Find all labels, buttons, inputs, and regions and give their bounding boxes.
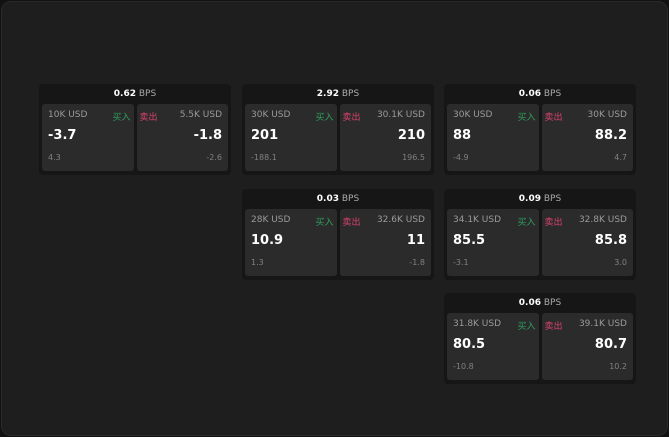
spread-header: 0.06 BPS	[444, 84, 636, 104]
buy-change: -4.9	[453, 153, 469, 162]
buy-qty: 31.8K USD	[453, 319, 502, 329]
sell-change: -2.6	[206, 153, 222, 162]
sell-change: -1.8	[409, 258, 425, 267]
buy-cell[interactable]: 28K USD 买入 10.9 1.3	[245, 209, 337, 276]
sell-label: 卖出	[342, 113, 361, 123]
sell-qty: 32.8K USD	[578, 215, 627, 225]
buy-label: 买入	[315, 218, 334, 228]
sell-cell[interactable]: 32.8K USD 卖出 85.8 3.0	[541, 209, 633, 276]
buy-cell[interactable]: 31.8K USD 买入 80.5 -10.8	[447, 313, 539, 380]
sell-label: 卖出	[544, 218, 563, 228]
buy-qty: 28K USD	[251, 215, 291, 225]
buy-change: -3.1	[453, 258, 469, 267]
sell-price: 88.2	[594, 128, 627, 143]
buy-label: 买入	[517, 322, 536, 332]
buy-price: 80.5	[453, 337, 486, 352]
spread-header: 2.92 BPS	[242, 84, 434, 104]
buy-price: 85.5	[453, 233, 486, 248]
sell-cell[interactable]: 30K USD 卖出 88.2 4.7	[541, 104, 633, 171]
sell-price: 11	[406, 233, 425, 248]
buy-change: 4.3	[48, 153, 61, 162]
sell-qty: 39.1K USD	[578, 319, 627, 329]
buy-cell[interactable]: 10K USD 买入 -3.7 4.3	[42, 104, 134, 171]
spread-header: 0.62 BPS	[39, 84, 231, 104]
sell-price: -1.8	[193, 128, 222, 143]
sell-qty: 32.6K USD	[376, 215, 425, 225]
sell-change: 4.7	[614, 153, 627, 162]
buy-cell[interactable]: 34.1K USD 买入 85.5 -3.1	[447, 209, 539, 276]
spread-value: 0.03	[316, 194, 339, 204]
quote-card: 2.92 BPS 30K USD 买入 201 -188.1 30.1K USD 卖出 2…	[242, 84, 434, 175]
sell-change: 10.2	[609, 362, 627, 371]
quote-card: 0.06 BPS 30K USD 买入 88 -4.9 30K USD 卖出 88.2 4.…	[444, 84, 636, 175]
buy-qty: 34.1K USD	[453, 215, 502, 225]
buy-cell[interactable]: 30K USD 买入 201 -188.1	[245, 104, 337, 171]
buy-price: -3.7	[48, 128, 77, 143]
spread-unit: BPS	[543, 298, 562, 308]
buy-price: 10.9	[251, 233, 284, 248]
buy-price: 201	[251, 128, 279, 143]
sell-label: 卖出	[544, 113, 563, 123]
spread-value: 0.62	[113, 89, 136, 99]
spread-header: 0.09 BPS	[444, 189, 636, 209]
buy-price: 88	[453, 128, 472, 143]
sell-qty: 30.1K USD	[376, 110, 425, 120]
sell-label: 卖出	[544, 322, 563, 332]
quote-card: 0.09 BPS 34.1K USD 买入 85.5 -3.1 32.8K USD 卖出…	[444, 189, 636, 280]
sell-price: 85.8	[594, 233, 627, 248]
buy-label: 买入	[517, 218, 536, 228]
spread-value: 0.06	[518, 89, 541, 99]
sell-price: 210	[397, 128, 425, 143]
spread-value: 2.92	[316, 89, 339, 99]
quote-card: 0.62 BPS 10K USD 买入 -3.7 4.3 5.5K USD 卖出 -1.8…	[39, 84, 231, 175]
sell-change: 3.0	[614, 258, 627, 267]
buy-qty: 30K USD	[251, 110, 291, 120]
buy-qty: 30K USD	[453, 110, 493, 120]
sell-cell[interactable]: 5.5K USD 卖出 -1.8 -2.6	[136, 104, 228, 171]
buy-label: 买入	[517, 113, 536, 123]
buy-qty: 10K USD	[48, 110, 88, 120]
buy-label: 买入	[112, 113, 131, 123]
spread-value: 0.06	[518, 298, 541, 308]
sell-cell[interactable]: 32.6K USD 卖出 11 -1.8	[339, 209, 431, 276]
sell-price: 80.7	[594, 337, 627, 352]
sell-qty: 5.5K USD	[179, 110, 222, 120]
sell-cell[interactable]: 30.1K USD 卖出 210 196.5	[339, 104, 431, 171]
spread-header: 0.06 BPS	[444, 293, 636, 313]
spread-unit: BPS	[543, 194, 562, 204]
quote-card: 0.06 BPS 31.8K USD 买入 80.5 -10.8 39.1K USD 卖…	[444, 293, 636, 384]
buy-change: -10.8	[453, 362, 474, 371]
sell-qty: 30K USD	[587, 110, 627, 120]
spread-value: 0.09	[518, 194, 541, 204]
sell-label: 卖出	[139, 113, 158, 123]
buy-cell[interactable]: 30K USD 买入 88 -4.9	[447, 104, 539, 171]
sell-change: 196.5	[402, 153, 425, 162]
sell-label: 卖出	[342, 218, 361, 228]
buy-change: 1.3	[251, 258, 264, 267]
spread-unit: BPS	[341, 89, 360, 99]
spread-header: 0.03 BPS	[242, 189, 434, 209]
buy-change: -188.1	[251, 153, 277, 162]
spread-unit: BPS	[543, 89, 562, 99]
quote-card: 0.03 BPS 28K USD 买入 10.9 1.3 32.6K USD 卖出 11 -…	[242, 189, 434, 280]
buy-label: 买入	[315, 113, 334, 123]
spread-unit: BPS	[138, 89, 157, 99]
sell-cell[interactable]: 39.1K USD 卖出 80.7 10.2	[541, 313, 633, 380]
spread-unit: BPS	[341, 194, 360, 204]
